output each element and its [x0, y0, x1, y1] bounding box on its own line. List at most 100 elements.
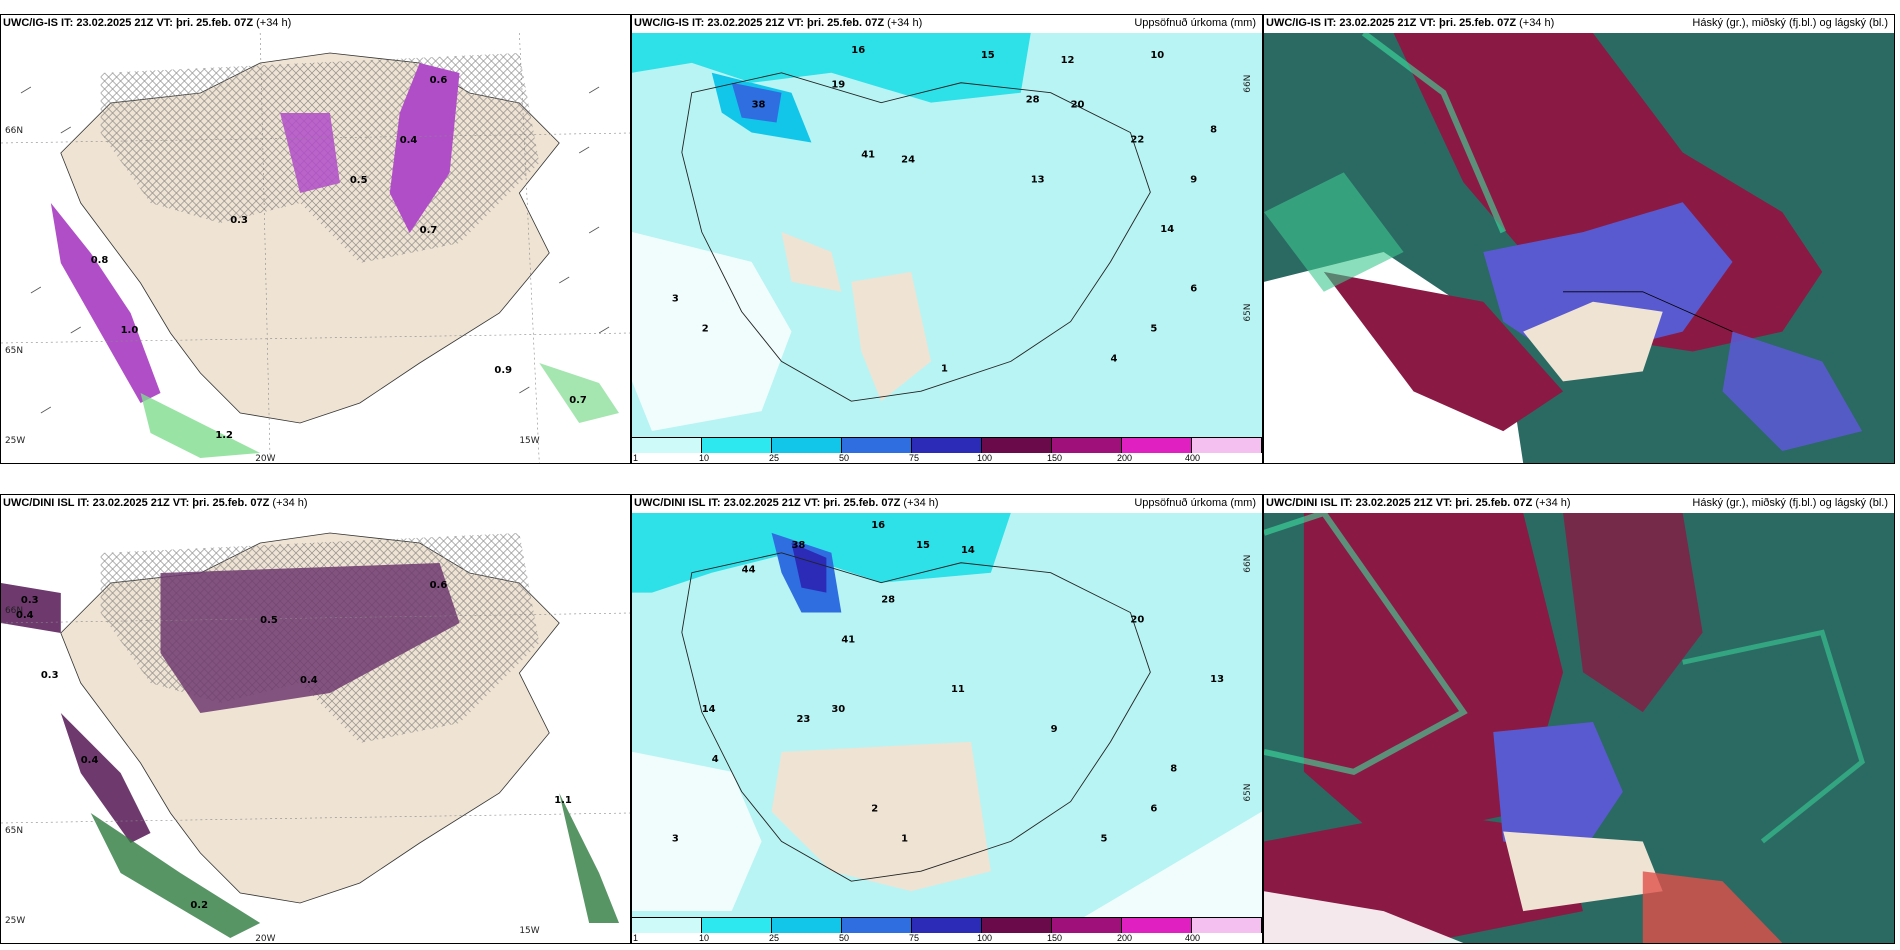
valid-time: VT: þri. 25.feb. 07Z	[803, 497, 901, 509]
value-label: 0.2	[190, 900, 208, 911]
value-label: 23	[796, 714, 810, 725]
valid-time: VT: þri. 25.feb. 07Z	[787, 17, 885, 29]
legend-label: 50	[839, 933, 850, 944]
panel-bottom-right: UWC/DINI ISL IT: 23.02.2025 21Z VT: þri.…	[1263, 494, 1895, 944]
map-values: 0.3 0.4 0.5 0.6 0.3 0.4 1.1 0.2 0.4	[16, 580, 572, 911]
panel-top-left: UWC/IG-IS IT: 23.02.2025 21Z VT: þri. 25…	[0, 14, 631, 464]
value-label: 0.3	[230, 215, 248, 226]
map-values: 16 15 12 10 38 22 19 41 24 28 20 13 14 9…	[672, 45, 1217, 374]
legend-colorbar	[632, 917, 1262, 934]
legend-label: 200	[1117, 933, 1133, 944]
lat-label: 65N	[5, 826, 23, 836]
value-label: 6	[1150, 804, 1157, 815]
lead-time: (+34 h)	[1516, 17, 1555, 29]
value-label: 0.8	[91, 255, 109, 266]
legend-label: 10	[699, 453, 710, 464]
lon-label: 15W	[519, 436, 539, 446]
value-label: 16	[851, 45, 865, 56]
valid-time: VT: þri. 25.feb. 07Z	[156, 17, 254, 29]
value-label: 2	[702, 324, 709, 335]
value-label: 3	[672, 294, 679, 305]
panel-header: UWC/IG-IS IT: 23.02.2025 21Z VT: þri. 25…	[634, 17, 1258, 31]
lat-label: 66N	[5, 606, 23, 616]
value-label: 8	[1170, 764, 1177, 775]
model-name: UWC/IG-IS IT: 23.02.2025 21Z	[1266, 17, 1420, 29]
value-label: 9	[1051, 724, 1058, 735]
lat-label: 65N	[5, 346, 23, 356]
panel-header: UWC/DINI ISL IT: 23.02.2025 21Z VT: þri.…	[634, 497, 1258, 511]
value-label: 0.4	[400, 135, 418, 146]
precip-legend: 1 10 25 50 75 100 150 200 400	[632, 917, 1262, 943]
value-label: 14	[961, 545, 975, 556]
value-label: 16	[871, 520, 885, 531]
legend-label: 50	[839, 453, 850, 464]
value-label: 38	[791, 540, 805, 551]
value-label: 0.7	[569, 395, 587, 406]
legend-label: 400	[1185, 453, 1201, 464]
value-label: 5	[1101, 833, 1108, 844]
value-label: 0.5	[260, 615, 278, 626]
lon-label: 20W	[255, 454, 275, 463]
valid-time: VT: þri. 25.feb. 07Z	[172, 497, 270, 509]
lead-time: (+34 h)	[900, 497, 939, 509]
value-label: 38	[752, 100, 766, 111]
value-label: 15	[981, 50, 995, 61]
value-label: 0.9	[494, 365, 512, 376]
cloud-cover-map	[1264, 33, 1894, 463]
panel-header: UWC/IG-IS IT: 23.02.2025 21Z VT: þri. 25…	[1266, 17, 1890, 31]
value-label: 11	[951, 684, 965, 695]
lat-label: 66N	[1243, 75, 1253, 93]
map-values: 0.6 0.4 0.5 0.3 0.7 0.8 0.7 1.2 0.9 1.0	[91, 75, 587, 441]
map-title: Háský (gr.), miðský (fj.bl.) og lágský (…	[1692, 17, 1888, 29]
value-label: 22	[1130, 134, 1144, 145]
model-name: UWC/IG-IS IT: 23.02.2025 21Z	[3, 17, 157, 29]
value-label: 4	[712, 754, 719, 765]
legend-label: 1	[633, 453, 639, 464]
lead-time: (+34 h)	[884, 17, 923, 29]
value-label: 28	[881, 595, 895, 606]
value-label: 1.2	[215, 430, 233, 441]
value-label: 0.7	[420, 225, 438, 236]
model-name: UWC/DINI ISL IT: 23.02.2025 21Z	[3, 497, 173, 509]
legend-labels: 1 10 25 50 75 100 150 200 400	[632, 453, 1262, 463]
value-label: 15	[916, 540, 930, 551]
value-label: 0.3	[41, 670, 59, 681]
value-label: 8	[1210, 125, 1217, 136]
value-label: 12	[1061, 55, 1075, 66]
accumulated-precip-map: 66N 65N 16 15 12 10 38 22 19 41 24 28 20…	[632, 33, 1262, 437]
value-label: 5	[1150, 324, 1157, 335]
value-label: 20	[1130, 614, 1144, 625]
value-label: 9	[1190, 174, 1197, 185]
value-label: 14	[702, 704, 716, 715]
legend-label: 100	[977, 453, 993, 464]
panel-top-middle: UWC/IG-IS IT: 23.02.2025 21Z VT: þri. 25…	[631, 14, 1263, 464]
legend-label: 400	[1185, 933, 1201, 944]
value-label: 0.5	[350, 175, 368, 186]
value-label: 1	[941, 363, 948, 374]
legend-label: 1	[633, 933, 639, 944]
legend-label: 150	[1047, 453, 1063, 464]
panel-top-right: UWC/IG-IS IT: 23.02.2025 21Z VT: þri. 25…	[1263, 14, 1895, 464]
value-label: 0.4	[81, 755, 99, 766]
value-label: 28	[1026, 95, 1040, 106]
lat-label: 66N	[5, 126, 23, 136]
lon-label: 20W	[255, 934, 275, 943]
value-label: 24	[901, 154, 915, 165]
panel-bottom-middle: UWC/DINI ISL IT: 23.02.2025 21Z VT: þri.…	[631, 494, 1263, 944]
value-label: 1	[901, 833, 908, 844]
legend-label: 75	[909, 453, 920, 464]
map-title: Uppsöfnuð úrkoma (mm)	[1134, 17, 1256, 29]
wind-barbs	[20, 86, 610, 414]
panel-header: UWC/IG-IS IT: 23.02.2025 21Z VT: þri. 25…	[3, 17, 626, 31]
cloud-cover-map	[1264, 513, 1894, 943]
value-label: 41	[841, 634, 855, 645]
accumulated-precip-map: 66N 65N 16 15 14 38 44 20 41 28 30 23 14…	[632, 513, 1262, 917]
legend-label: 75	[909, 933, 920, 944]
valid-time: VT: þri. 25.feb. 07Z	[1419, 17, 1517, 29]
legend-label: 10	[699, 933, 710, 944]
value-label: 14	[1160, 224, 1174, 235]
value-label: 30	[831, 704, 845, 715]
value-label: 1.0	[121, 325, 139, 336]
panel-header: UWC/DINI ISL IT: 23.02.2025 21Z VT: þri.…	[1266, 497, 1890, 511]
value-label: 0.6	[430, 580, 448, 591]
